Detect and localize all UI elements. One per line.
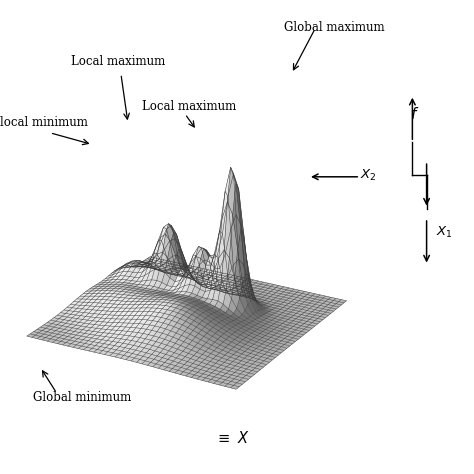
Text: $X_1$: $X_1$ [436,225,453,240]
Text: local minimum: local minimum [0,116,88,129]
Text: $f$: $f$ [410,106,419,122]
Text: $X_2$: $X_2$ [360,168,377,183]
Text: Local maximum: Local maximum [142,100,237,112]
Text: Global minimum: Global minimum [33,391,131,404]
Text: Global maximum: Global maximum [284,21,385,34]
Text: Local maximum: Local maximum [71,55,165,67]
Text: $\equiv$ $X$: $\equiv$ $X$ [215,430,250,447]
